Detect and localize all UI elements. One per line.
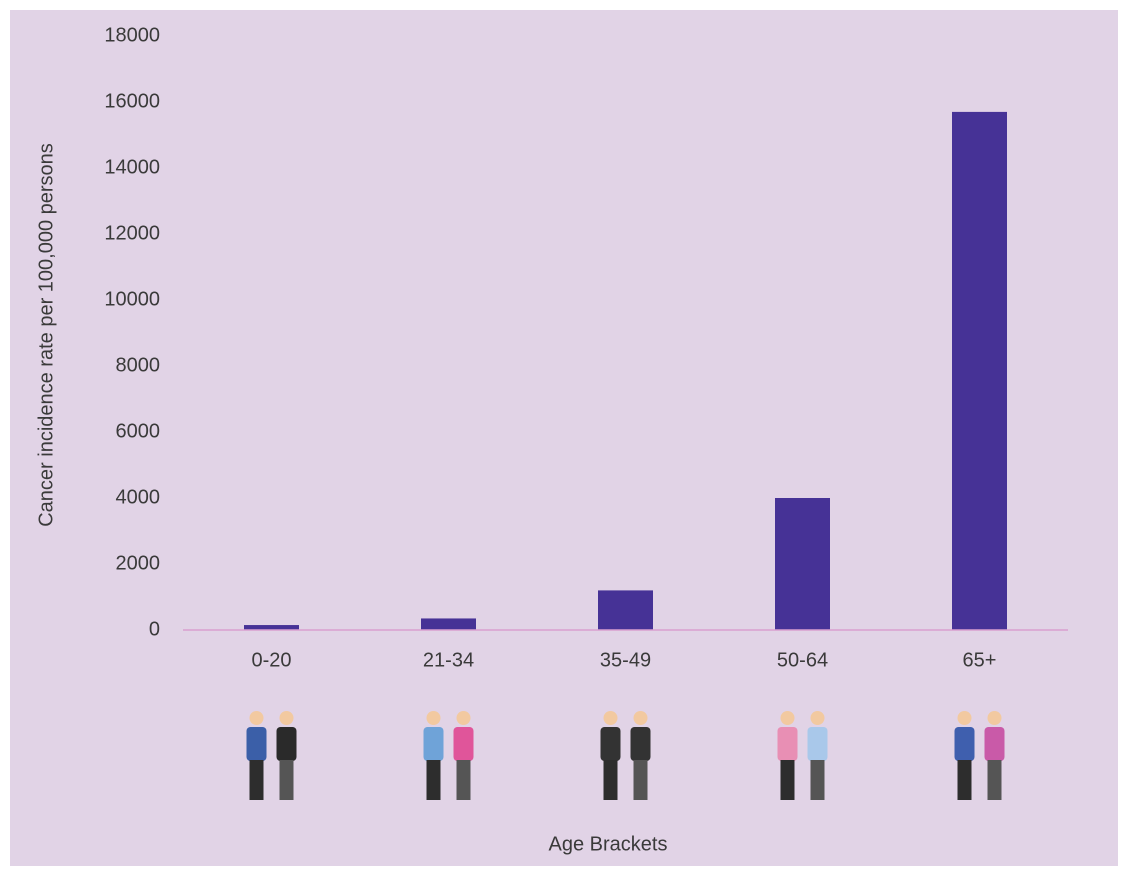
person-legs xyxy=(279,760,294,800)
person-legs xyxy=(633,760,648,800)
person-body xyxy=(276,727,297,761)
x-tick-label: 0-20 xyxy=(251,649,291,671)
person-body xyxy=(630,727,651,761)
people-icon xyxy=(246,711,297,800)
person-legs xyxy=(249,760,264,800)
person-legs xyxy=(603,760,618,800)
person-head xyxy=(426,711,441,725)
x-tick-label: 35-49 xyxy=(600,649,651,671)
y-tick-label: 2000 xyxy=(116,552,161,574)
person-head xyxy=(810,711,825,725)
person-head xyxy=(957,711,972,725)
x-axis-title: Age Brackets xyxy=(549,833,668,855)
person-head xyxy=(633,711,648,725)
bar xyxy=(244,625,299,630)
person-body xyxy=(423,727,444,761)
person-body xyxy=(777,727,798,761)
bar xyxy=(952,111,1007,630)
x-tick-label: 65+ xyxy=(963,649,997,671)
person-body xyxy=(246,727,267,761)
y-tick-label: 12000 xyxy=(104,222,160,244)
person-legs xyxy=(426,760,441,800)
y-tick-label: 6000 xyxy=(116,420,161,442)
y-tick-label: 0 xyxy=(149,618,160,640)
person-head xyxy=(279,711,294,725)
person-body xyxy=(807,727,828,761)
person-head xyxy=(456,711,471,725)
person-legs xyxy=(780,760,795,800)
y-tick-label: 18000 xyxy=(104,24,160,46)
person-legs xyxy=(957,760,972,800)
x-tick-label: 21-34 xyxy=(423,649,474,671)
people-icon xyxy=(423,711,474,800)
person-body xyxy=(453,727,474,761)
chart-background xyxy=(10,10,1118,866)
person-head xyxy=(987,711,1002,725)
bar xyxy=(598,590,653,630)
y-axis-title: Cancer incidence rate per 100,000 person… xyxy=(35,143,57,527)
people-icon xyxy=(777,711,828,800)
person-legs xyxy=(810,760,825,800)
x-tick-label: 50-64 xyxy=(777,649,828,671)
person-head xyxy=(603,711,618,725)
y-tick-label: 10000 xyxy=(104,288,160,310)
person-legs xyxy=(987,760,1002,800)
y-tick-label: 8000 xyxy=(116,354,161,376)
person-body xyxy=(984,727,1005,761)
person-body xyxy=(954,727,975,761)
person-body xyxy=(600,727,621,761)
y-tick-label: 4000 xyxy=(116,486,161,508)
people-icon xyxy=(954,711,1005,800)
people-icon xyxy=(600,711,651,800)
person-legs xyxy=(456,760,471,800)
person-head xyxy=(780,711,795,725)
y-tick-label: 14000 xyxy=(104,156,160,178)
bar xyxy=(775,498,830,630)
y-tick-label: 16000 xyxy=(104,90,160,112)
person-head xyxy=(249,711,264,725)
bar xyxy=(421,618,476,630)
